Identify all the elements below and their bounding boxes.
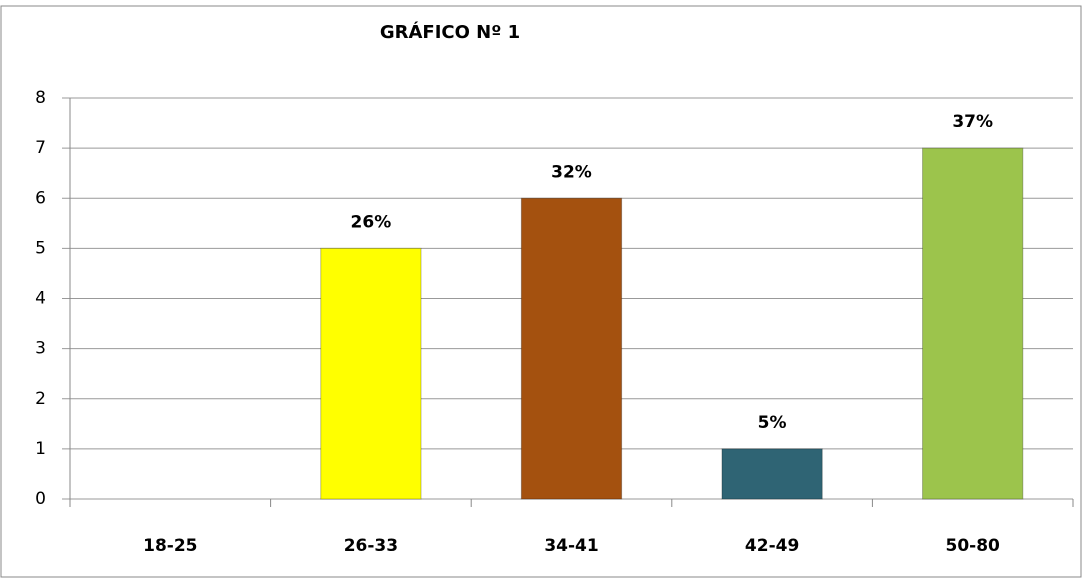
data-label: 26%: [351, 212, 392, 232]
y-tick-label: 2: [35, 389, 46, 409]
chart-title: GRÁFICO Nº 1: [380, 21, 520, 43]
bar: [520, 197, 623, 500]
bar: [922, 147, 1024, 500]
x-tick-label: 34-41: [544, 536, 598, 556]
y-tick-label: 3: [35, 339, 46, 359]
bar: [320, 247, 422, 500]
x-tick-label: 26-33: [344, 536, 398, 556]
x-tick-label: 42-49: [745, 536, 799, 556]
y-tick-label: 7: [35, 138, 46, 158]
y-tick-label: 6: [35, 188, 46, 208]
data-label: 37%: [952, 112, 993, 132]
bar: [721, 448, 823, 500]
data-label: 32%: [551, 162, 592, 182]
data-label: 5%: [758, 413, 787, 433]
x-tick-label: 50-80: [946, 536, 1001, 556]
y-tick-label: 8: [35, 88, 46, 108]
y-tick-label: 1: [35, 439, 46, 459]
x-tick-label: 18-25: [143, 536, 197, 556]
y-tick-label: 4: [35, 289, 46, 309]
y-tick-label: 5: [35, 238, 46, 258]
y-tick-label: 0: [35, 489, 46, 509]
